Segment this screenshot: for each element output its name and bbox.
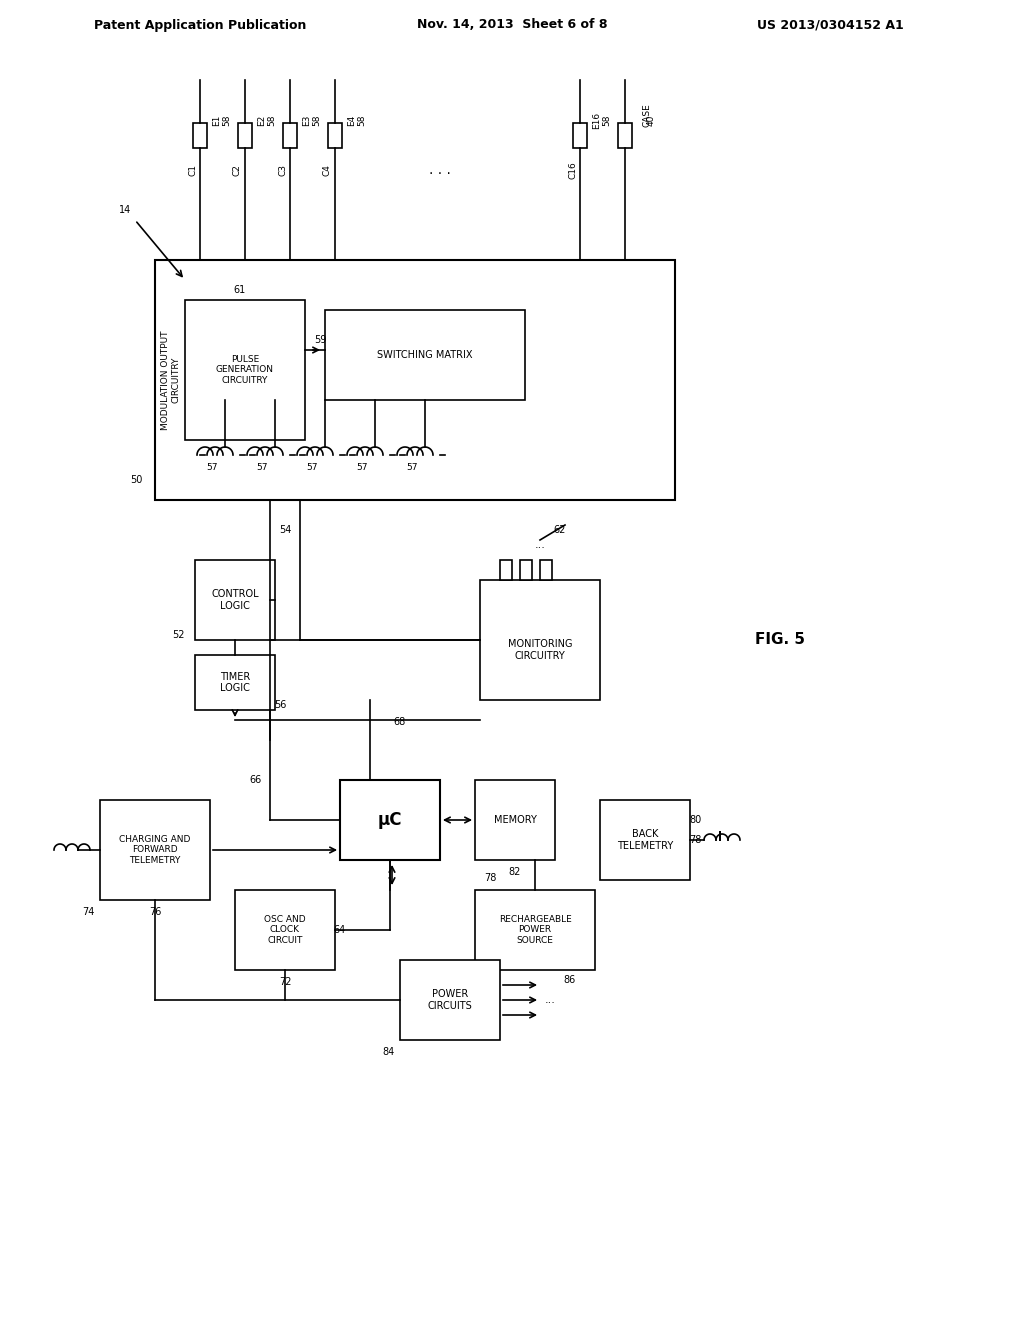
Bar <box>195 560 275 640</box>
Bar <box>618 123 632 148</box>
Bar <box>283 123 297 148</box>
Text: MONITORING
CIRCUITRY: MONITORING CIRCUITRY <box>508 639 572 661</box>
Text: PULSE
GENERATION
CIRCUITRY: PULSE GENERATION CIRCUITRY <box>216 355 274 385</box>
Bar <box>234 890 335 970</box>
Bar <box>475 780 555 861</box>
Text: FIG. 5: FIG. 5 <box>755 632 805 648</box>
Bar <box>328 123 342 148</box>
Text: 72: 72 <box>279 977 291 987</box>
Text: 66: 66 <box>249 775 261 785</box>
Text: E16: E16 <box>592 111 601 128</box>
Text: RECHARGEABLE
POWER
SOURCE: RECHARGEABLE POWER SOURCE <box>499 915 571 945</box>
Text: E4: E4 <box>347 115 356 125</box>
Bar <box>238 123 252 148</box>
Text: E2: E2 <box>257 115 266 125</box>
Text: 82: 82 <box>509 867 521 876</box>
Text: 76: 76 <box>148 907 161 917</box>
Text: US 2013/0304152 A1: US 2013/0304152 A1 <box>757 18 903 32</box>
Text: 58: 58 <box>312 115 321 125</box>
Text: 58: 58 <box>222 115 231 125</box>
Text: ...: ... <box>545 995 555 1005</box>
Text: 57: 57 <box>206 462 218 471</box>
Text: 74: 74 <box>83 907 95 917</box>
Bar <box>340 780 440 861</box>
Text: POWER
CIRCUITS: POWER CIRCUITS <box>428 989 472 1011</box>
Text: C16: C16 <box>568 161 577 180</box>
Text: C1: C1 <box>188 164 197 176</box>
Text: 52: 52 <box>172 630 185 640</box>
Bar <box>100 800 210 900</box>
Text: . . .: . . . <box>429 162 451 177</box>
Text: TIMER
LOGIC: TIMER LOGIC <box>220 672 250 693</box>
Text: 86: 86 <box>564 975 577 985</box>
Text: 64: 64 <box>334 925 346 935</box>
Text: 80: 80 <box>689 814 701 825</box>
Text: 58: 58 <box>267 115 276 125</box>
Text: CONTROL
LOGIC: CONTROL LOGIC <box>211 589 259 611</box>
Text: CHARGING AND
FORWARD
TELEMETRY: CHARGING AND FORWARD TELEMETRY <box>120 836 190 865</box>
Bar <box>520 560 532 579</box>
Text: 54: 54 <box>279 525 291 535</box>
Bar <box>155 260 675 500</box>
Bar <box>600 800 690 880</box>
Text: E1: E1 <box>212 115 221 125</box>
Text: E3: E3 <box>302 115 311 125</box>
Text: MODULATION OUTPUT
CIRCUITRY: MODULATION OUTPUT CIRCUITRY <box>162 330 180 430</box>
Text: MEMORY: MEMORY <box>494 814 537 825</box>
Text: 58: 58 <box>357 115 366 125</box>
Bar <box>480 579 600 700</box>
Bar <box>185 300 305 440</box>
Text: 78: 78 <box>483 873 497 883</box>
Text: 57: 57 <box>306 462 317 471</box>
Text: 59: 59 <box>313 335 327 345</box>
Text: 78: 78 <box>689 836 701 845</box>
Text: CASE: CASE <box>643 103 652 127</box>
Text: μC: μC <box>378 810 402 829</box>
Text: C3: C3 <box>278 164 287 176</box>
Text: SWITCHING MATRIX: SWITCHING MATRIX <box>377 350 473 360</box>
Text: ...: ... <box>535 540 546 550</box>
Bar <box>400 960 500 1040</box>
Text: Patent Application Publication: Patent Application Publication <box>94 18 306 32</box>
Text: 62: 62 <box>554 525 566 535</box>
Bar <box>475 890 595 970</box>
Bar <box>193 123 207 148</box>
Text: 57: 57 <box>407 462 418 471</box>
Text: 61: 61 <box>233 285 246 294</box>
Text: 14: 14 <box>119 205 131 215</box>
Text: Nov. 14, 2013  Sheet 6 of 8: Nov. 14, 2013 Sheet 6 of 8 <box>417 18 607 32</box>
Text: 68: 68 <box>394 717 407 727</box>
Bar <box>540 560 552 579</box>
Text: BACK
TELEMETRY: BACK TELEMETRY <box>616 829 673 851</box>
Bar <box>325 310 525 400</box>
Text: 50: 50 <box>131 475 143 484</box>
Bar <box>195 655 275 710</box>
Text: 56: 56 <box>273 700 286 710</box>
Text: C2: C2 <box>233 164 242 176</box>
Text: 58: 58 <box>602 115 611 125</box>
Text: OSC AND
CLOCK
CIRCUIT: OSC AND CLOCK CIRCUIT <box>264 915 306 945</box>
Text: 57: 57 <box>356 462 368 471</box>
Text: C4: C4 <box>323 164 332 176</box>
Text: 40: 40 <box>647 115 656 125</box>
Bar <box>500 560 512 579</box>
Text: 57: 57 <box>256 462 267 471</box>
Bar <box>573 123 587 148</box>
Text: 84: 84 <box>383 1047 395 1057</box>
